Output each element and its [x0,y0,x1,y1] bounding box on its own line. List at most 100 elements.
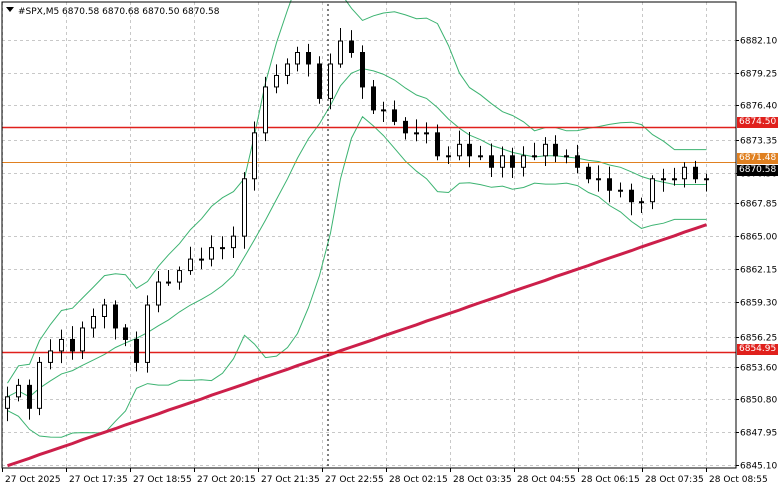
candle-body [543,143,548,157]
candle-body [252,132,257,180]
time-tick-label: 28 Oct 08:55 [709,475,768,485]
candle-body [5,396,10,409]
price-tick-label: 6856.25 [740,334,777,344]
candle-body [381,109,386,112]
price-tick-label: 6853.60 [740,364,777,374]
candle-body [231,235,236,249]
price-axis[interactable]: 6882.106879.256876.406873.356870.506867.… [736,37,777,472]
candle-body [349,40,354,54]
time-tick-label: 27 Oct 18:55 [133,475,192,485]
candle-body [285,63,290,76]
time-tick-label: 28 Oct 03:35 [453,475,512,485]
candles [5,27,709,422]
candle-body [338,40,343,65]
candle-body [575,155,580,168]
candle-body [166,281,171,284]
candle-body [27,384,32,409]
time-tick-label: 27 Oct 22:55 [325,475,384,485]
time-axis[interactable]: 27 Oct 2025 27 Oct 17:35 27 Oct 18:55 27 Oc… [2,468,768,485]
time-tick-label: 27 Oct 17:35 [69,475,128,485]
time-tick-label: 28 Oct 02:15 [389,475,448,485]
time-tick-label: 27 Oct 21:35 [261,475,320,485]
time-tick-label: 27 Oct 20:15 [197,475,256,485]
candle-body [467,143,472,157]
candle-body [414,132,419,135]
candle-body [618,189,623,192]
price-tick-label: 6845.10 [740,462,777,472]
level-tag-mid: 6871.48 [737,153,779,164]
moving-average [7,223,707,468]
candle-body [113,304,118,329]
candle-body [80,327,85,352]
candle-body [188,258,193,272]
candle-body [123,327,128,340]
candle-body [457,143,462,157]
level-tag-lower: 6854.95 [737,344,779,355]
price-tick-label: 6847.95 [740,429,777,439]
candle-body [274,74,279,88]
plot-frame [1,1,737,469]
candle-body [586,166,591,180]
candle-body [102,304,107,317]
candle-body [306,52,311,65]
candle-body [392,109,397,122]
symbol-header: #SPX,M5 6870.58 6870.68 6870.50 6870.58 [6,7,220,17]
time-tick-label: 28 Oct 06:15 [581,475,640,485]
candle-body [145,304,150,363]
candle-body [91,315,96,329]
dropdown-triangle-icon [6,7,14,12]
price-tick-label: 6862.15 [740,266,777,276]
candle-body [360,52,365,88]
candle-body [435,132,440,157]
candle-body [629,189,634,203]
candle-body [500,155,505,168]
candle-body [371,86,376,111]
candle-body [424,132,429,135]
candle-body [328,63,333,99]
candle-body [564,155,569,158]
candle-body [59,338,64,352]
price-tick-label: 6876.40 [740,102,777,112]
candle-body [650,178,655,203]
symbol-info-text: #SPX,M5 6870.58 6870.68 6870.50 6870.58 [18,7,220,17]
price-tick-label: 6882.10 [740,37,777,47]
candle-body [242,178,247,237]
grid [2,2,736,468]
candle-body [639,201,644,204]
price-tick-label: 6859.30 [740,299,777,309]
time-tick-label: 28 Oct 07:35 [645,475,704,485]
price-tick-label: 6865.00 [740,233,777,243]
candle-body [478,155,483,158]
bollinger-middle-line [7,68,707,398]
time-tick-label: 27 Oct 2025 [5,475,61,485]
candle-body [596,178,601,181]
candle-body [220,247,225,250]
time-tick-label: 28 Oct 04:55 [517,475,576,485]
candle-body [403,120,408,134]
moving-average-line [7,223,707,468]
candle-body [70,338,75,352]
horizontal-levels[interactable] [2,126,736,354]
candle-body [209,247,214,260]
price-tick-label: 6867.85 [740,200,777,210]
candle-body [37,361,42,409]
candle-body [16,384,21,398]
candle-body [317,63,322,99]
candle-body [521,155,526,168]
level-tag-upper: 6874.50 [737,117,779,128]
price-tick-label: 6873.35 [740,137,777,147]
candle-body [704,178,709,181]
candle-body [134,338,139,363]
candle-body [510,155,515,168]
candle-body [693,166,698,180]
current-price-tag: 6870.58 [737,165,779,176]
candle-body [489,155,494,168]
candle-body [263,86,268,134]
candle-body [661,178,666,181]
candle-body [177,270,182,283]
candle-body [446,155,451,158]
candle-body [672,178,677,181]
candle-body [553,143,558,157]
